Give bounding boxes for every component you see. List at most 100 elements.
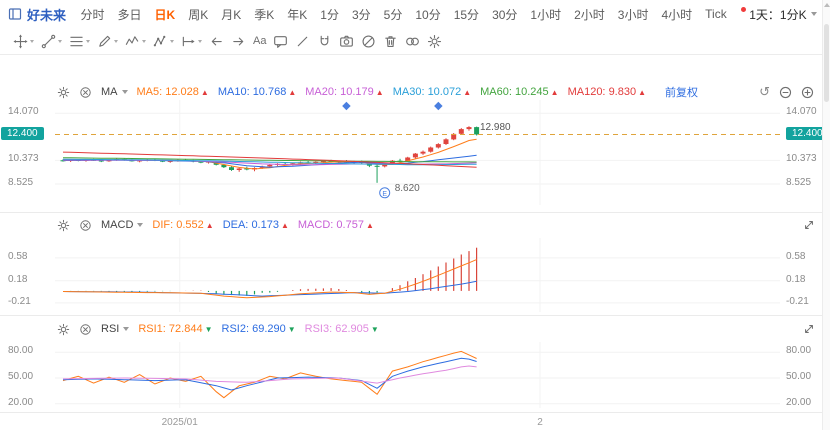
- macd-chart[interactable]: [55, 238, 780, 312]
- tab-分时[interactable]: 分时: [80, 7, 105, 22]
- ma120-readout: MA120: 9.830 ▲: [567, 86, 647, 98]
- axis-tick-label: 0.18: [786, 273, 806, 285]
- tab-季K[interactable]: 季K: [254, 7, 275, 22]
- pattern-tool-icon[interactable]: [150, 32, 177, 51]
- magnet-tool-icon[interactable]: [314, 32, 335, 51]
- svg-text:8.620: 8.620: [395, 183, 420, 194]
- tab-周K[interactable]: 周K: [188, 7, 209, 22]
- tab-4小时[interactable]: 4小时: [661, 7, 693, 22]
- screenshot-tool-icon[interactable]: [336, 32, 357, 51]
- delete-drawings-icon[interactable]: [380, 32, 401, 51]
- hide-drawings-icon[interactable]: [358, 32, 379, 51]
- tab-年K[interactable]: 年K: [287, 7, 308, 22]
- custom-period-selector[interactable]: 1天：1分K: [749, 7, 807, 22]
- add-indicator-icon[interactable]: [801, 86, 814, 99]
- text-tool-icon[interactable]: Aa: [253, 35, 267, 47]
- tab-1分[interactable]: 1分: [320, 7, 339, 22]
- mirror-tool-icon[interactable]: [402, 32, 423, 51]
- axis-tick-label: 0.18: [8, 273, 28, 285]
- rsi-remove-icon[interactable]: [79, 323, 92, 336]
- drawing-settings-gear-icon[interactable]: [424, 32, 445, 51]
- comment-tool-icon[interactable]: [270, 32, 291, 51]
- collapse-panel-icon[interactable]: [779, 86, 792, 99]
- axis-tick-label: 14.070: [786, 106, 817, 118]
- axis-tick-label: 0.58: [8, 250, 28, 262]
- axis-tick-label: 20.00: [786, 396, 812, 408]
- dif-readout: DIF: 0.552 ▲: [152, 219, 214, 231]
- rsi-settings-gear-icon[interactable]: [57, 323, 70, 336]
- rsi-expand-icon[interactable]: [803, 323, 815, 338]
- current-price-label: 12.400: [786, 127, 829, 141]
- macd-settings-gear-icon[interactable]: [57, 219, 70, 232]
- macd-expand-icon[interactable]: [803, 219, 815, 234]
- fib-retracement-tool-icon[interactable]: [66, 32, 93, 51]
- tab-5分[interactable]: 5分: [383, 7, 403, 22]
- rsi-chart[interactable]: [55, 342, 780, 408]
- axis-tick-label: 50.00: [8, 371, 34, 382]
- macd-value-readout: MACD: 0.757 ▲: [297, 219, 374, 231]
- x-axis-label: 2: [537, 417, 543, 428]
- main-price-axis-left: 14.070 12.400 10.373 8.525: [0, 100, 50, 205]
- panel-toggle-icon[interactable]: [8, 7, 22, 21]
- ma-settings-gear-icon[interactable]: [57, 86, 70, 99]
- tab-月K[interactable]: 月K: [221, 7, 242, 22]
- tab-3分[interactable]: 3分: [351, 7, 371, 22]
- axis-tick-label: 10.373: [8, 153, 39, 165]
- undo-icon[interactable]: ↺: [759, 84, 770, 99]
- tab-3小时[interactable]: 3小时: [617, 7, 649, 22]
- svg-text:E: E: [382, 191, 387, 198]
- tab-多日[interactable]: 多日: [117, 7, 142, 22]
- tab-Tick[interactable]: Tick: [705, 7, 727, 21]
- current-price-label: 12.400: [1, 127, 44, 141]
- time-axis: 2025/01 2: [0, 412, 822, 430]
- measure-tool-icon[interactable]: [178, 32, 205, 51]
- trendline-tool-icon[interactable]: [38, 32, 65, 51]
- ma10-readout: MA10: 10.768 ▲: [217, 86, 297, 98]
- ma30-readout: MA30: 10.072 ▲: [392, 86, 472, 98]
- panel-separator: [0, 412, 830, 413]
- rsi-indicator-header: RSI RSI1: 72.844 ▼ RSI2: 69.290 ▼ RSI3: 62…: [57, 321, 379, 337]
- crosshair-tool-icon[interactable]: [10, 32, 37, 51]
- scrollbar-thumb[interactable]: [824, 24, 829, 102]
- chevron-down-icon[interactable]: [810, 12, 817, 16]
- timeframe-tabs: 分时 多日 日K 周K 月K 季K 年K 1分 3分 5分 10分 15分 30分 1小时 2小时 3小时 4小…: [74, 6, 733, 23]
- axis-tick-label: 10.373: [786, 153, 817, 165]
- rsi-indicator-name[interactable]: RSI: [101, 323, 130, 335]
- adjust-mode-button[interactable]: 前复权: [665, 87, 699, 99]
- axis-tick-label: 50.00: [786, 371, 812, 382]
- axis-tick-label: -0.21: [786, 295, 809, 307]
- tab-30分[interactable]: 30分: [492, 7, 518, 22]
- line-segment-tool-icon[interactable]: [292, 32, 313, 51]
- arrow-right-icon[interactable]: [228, 32, 249, 51]
- notification-dot: [741, 6, 747, 12]
- tab-10分[interactable]: 10分: [415, 7, 441, 22]
- macd-indicator-name[interactable]: MACD: [101, 219, 144, 231]
- top-bar: 好未来 分时 多日 日K 周K 月K 季K 年K 1分 3分 5分 10分 15分 30分 1小时 2小时 3…: [0, 0, 822, 28]
- axis-tick-label: 0.58: [786, 250, 806, 262]
- wave-tool-icon[interactable]: [122, 32, 149, 51]
- macd-indicator-header: MACD DIF: 0.552 ▲ DEA: 0.173 ▲ MACD: 0.757…: [57, 217, 374, 233]
- rsi1-readout: RSI1: 72.844 ▼: [138, 323, 213, 335]
- ma5-readout: MA5: 12.028 ▲: [136, 86, 209, 98]
- tab-日K[interactable]: 日K: [154, 7, 176, 22]
- brush-tool-icon[interactable]: [94, 32, 121, 51]
- ma-indicator-header: MA MA5: 12.028 ▲ MA10: 10.768 ▲ MA20: 10.1…: [57, 84, 698, 100]
- tab-15分[interactable]: 15分: [453, 7, 480, 22]
- ma20-readout: MA20: 10.179 ▲: [305, 86, 384, 98]
- arrow-left-icon[interactable]: [206, 32, 227, 51]
- rsi-axis-right: 80.00 50.00 20.00: [782, 342, 830, 408]
- scrollbar[interactable]: [822, 0, 830, 430]
- scroll-up-icon[interactable]: [824, 3, 830, 7]
- ma-indicator-name[interactable]: MA: [101, 86, 128, 98]
- axis-tick-label: 8.525: [786, 176, 812, 188]
- ma-remove-icon[interactable]: [79, 86, 92, 99]
- stock-symbol[interactable]: 好未来: [27, 7, 67, 23]
- macd-remove-icon[interactable]: [79, 219, 92, 232]
- macd-axis-right: 0.58 0.18 -0.21: [782, 238, 830, 312]
- candlestick-chart[interactable]: 12.980 E 8.620: [55, 100, 780, 205]
- axis-tick-label: -0.21: [8, 295, 31, 307]
- axis-tick-label: 14.070: [8, 106, 39, 118]
- tab-1小时[interactable]: 1小时: [530, 7, 562, 22]
- tab-2小时[interactable]: 2小时: [574, 7, 605, 22]
